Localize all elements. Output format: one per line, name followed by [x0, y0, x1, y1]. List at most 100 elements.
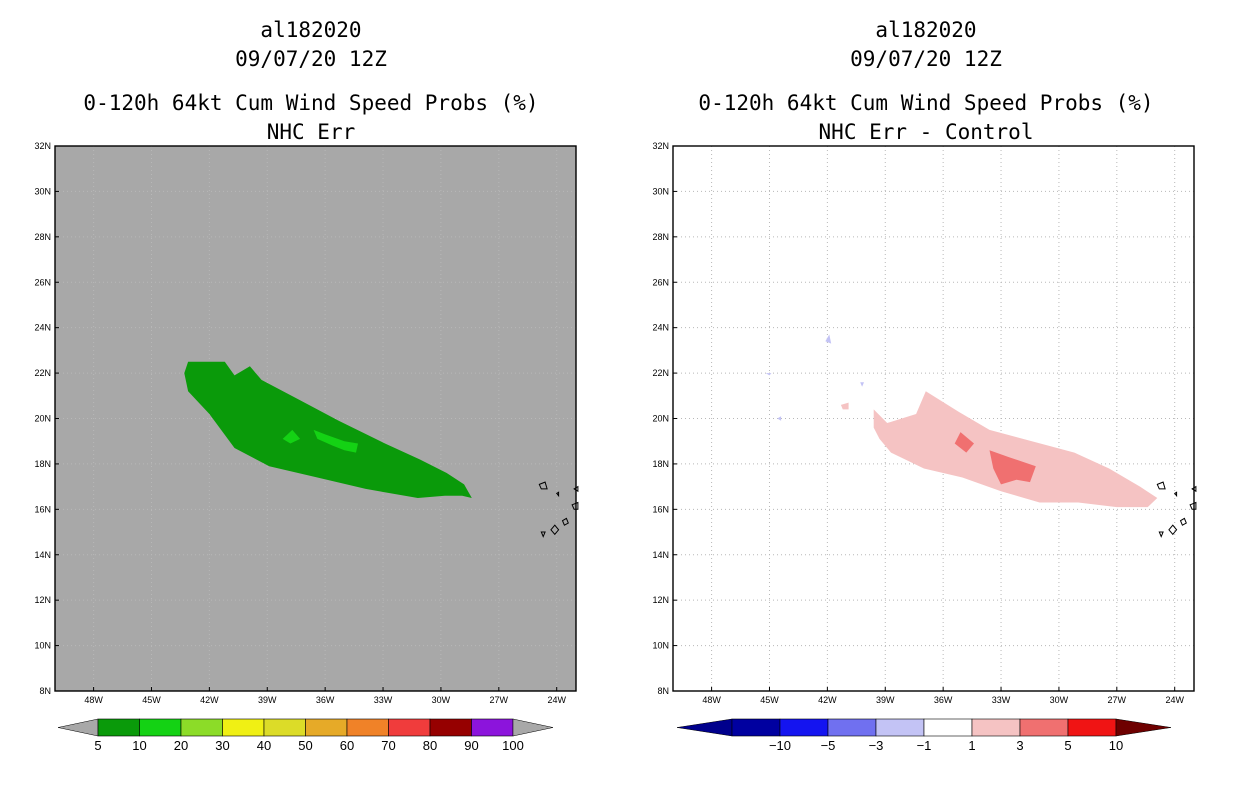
x-tick-label: 39W	[258, 695, 277, 705]
colorbar-label: 70	[381, 738, 395, 753]
contour-region	[184, 361, 472, 498]
left-colorbar: 5 10 20 30 40 50 60 70 80 90 100	[57, 718, 554, 753]
colorbar-segment	[305, 718, 348, 737]
x-tick-label: 45W	[760, 695, 779, 705]
x-tick-label: 36W	[934, 695, 953, 705]
contour-region	[873, 391, 1158, 508]
y-tick-label: 20N	[652, 414, 669, 424]
right-title-storm-id: al182020	[875, 18, 976, 42]
x-tick-label: 42W	[818, 695, 837, 705]
colorbar-segment	[429, 718, 472, 737]
x-tick-label: 36W	[316, 695, 335, 705]
colorbar-label: 5	[1064, 738, 1071, 753]
y-tick-label: 12N	[652, 595, 669, 605]
y-tick-label: 22N	[34, 368, 51, 378]
left-panel: al182020 09/07/20 12Z 0-120h 64kt Cum Wi…	[34, 18, 579, 753]
right-title-product: 0-120h 64kt Cum Wind Speed Probs (%)	[698, 91, 1153, 115]
y-tick-label: 18N	[34, 459, 51, 469]
colorbar-label: 20	[174, 738, 188, 753]
colorbar-segment	[139, 718, 182, 737]
island-outline	[538, 481, 548, 490]
left-title-storm-id: al182020	[260, 18, 361, 42]
island-outline	[1173, 491, 1178, 498]
contour-region	[825, 334, 832, 344]
contour-region	[313, 429, 358, 453]
left-title-product: 0-120h 64kt Cum Wind Speed Probs (%)	[83, 91, 538, 115]
y-tick-label: 8N	[39, 686, 51, 696]
colorbar-label: 10	[132, 738, 146, 753]
y-tick-label: 8N	[657, 686, 669, 696]
colorbar-label: 3	[1016, 738, 1023, 753]
colorbar-label: 40	[257, 738, 271, 753]
y-tick-label: 26N	[34, 277, 51, 287]
colorbar-segment	[263, 718, 306, 737]
right-colorbar: −10 −5 −3 −1 1 3 5 10	[676, 718, 1172, 753]
island-outline	[555, 491, 560, 498]
colorbar-label: −1	[917, 738, 932, 753]
y-tick-label: 18N	[652, 459, 669, 469]
y-tick-label: 24N	[34, 323, 51, 333]
y-tick-label: 32N	[652, 141, 669, 151]
left-title-subtitle: NHC Err	[267, 120, 356, 144]
y-tick-label: 12N	[34, 595, 51, 605]
y-tick-label: 28N	[652, 232, 669, 242]
right-map-plot: 48W 45W 42W 39W 36W 33W 30W 27W 24W 8N 10N 12N 14N 16…	[652, 141, 1197, 705]
colorbar-segment	[222, 718, 265, 737]
colorbar-segment	[1019, 718, 1069, 737]
colorbar-over-arrow	[512, 718, 554, 737]
colorbar-segment	[779, 718, 829, 737]
y-tick-label: 30N	[652, 186, 669, 196]
colorbar-label: −3	[869, 738, 884, 753]
colorbar-under-arrow	[57, 718, 99, 737]
y-tick-label: 26N	[652, 277, 669, 287]
colorbar-segment	[388, 718, 431, 737]
island-outline	[540, 531, 546, 538]
left-title-datetime: 09/07/20 12Z	[235, 47, 387, 71]
colorbar-label: 90	[464, 738, 478, 753]
island-outline	[550, 524, 560, 536]
right-title-subtitle: NHC Err - Control	[819, 120, 1034, 144]
y-tick-label: 24N	[652, 323, 669, 333]
colorbar-segment	[346, 718, 389, 737]
x-tick-label: 48W	[84, 695, 103, 705]
y-tick-label: 32N	[34, 141, 51, 151]
x-tick-label: 42W	[200, 695, 219, 705]
y-tick-label: 30N	[34, 186, 51, 196]
colorbar-segment	[971, 718, 1021, 737]
y-tick-label: 10N	[652, 641, 669, 651]
contour-region	[765, 373, 772, 376]
colorbar-label: 50	[298, 738, 312, 753]
colorbar-segment	[875, 718, 925, 737]
x-tick-label: 45W	[142, 695, 161, 705]
island-outline	[1179, 517, 1187, 526]
colorbar-label: 10	[1109, 738, 1123, 753]
y-tick-label: 14N	[34, 550, 51, 560]
y-tick-label: 20N	[34, 414, 51, 424]
left-map-plot: 48W 45W 42W 39W 36W 33W 30W 27W 24W 8N 10N 12N 14N 16…	[34, 141, 579, 705]
x-tick-label: 27W	[490, 695, 509, 705]
colorbar-label: 30	[215, 738, 229, 753]
colorbar-segment	[97, 718, 140, 737]
colorbar-label: 5	[94, 738, 101, 753]
y-tick-label: 22N	[652, 368, 669, 378]
x-tick-label: 39W	[876, 695, 895, 705]
colorbar-segment	[471, 718, 514, 737]
colorbar-segment	[1067, 718, 1117, 737]
colorbar-under-arrow	[676, 718, 733, 737]
x-tick-label: 30W	[1050, 695, 1069, 705]
right-panel: al182020 09/07/20 12Z 0-120h 64kt Cum Wi…	[652, 18, 1197, 753]
y-tick-label: 28N	[34, 232, 51, 242]
colorbar-segment	[180, 718, 223, 737]
colorbar-label: 1	[968, 738, 975, 753]
colorbar-label: −10	[769, 738, 791, 753]
x-tick-label: 30W	[432, 695, 451, 705]
x-tick-label: 48W	[702, 695, 721, 705]
island-outline	[1158, 531, 1164, 538]
x-tick-label: 27W	[1108, 695, 1127, 705]
contour-region	[282, 429, 301, 444]
colorbar-label: 80	[423, 738, 437, 753]
y-tick-label: 16N	[652, 504, 669, 514]
colorbar-segment	[731, 718, 781, 737]
colorbar-over-arrow	[1115, 718, 1172, 737]
